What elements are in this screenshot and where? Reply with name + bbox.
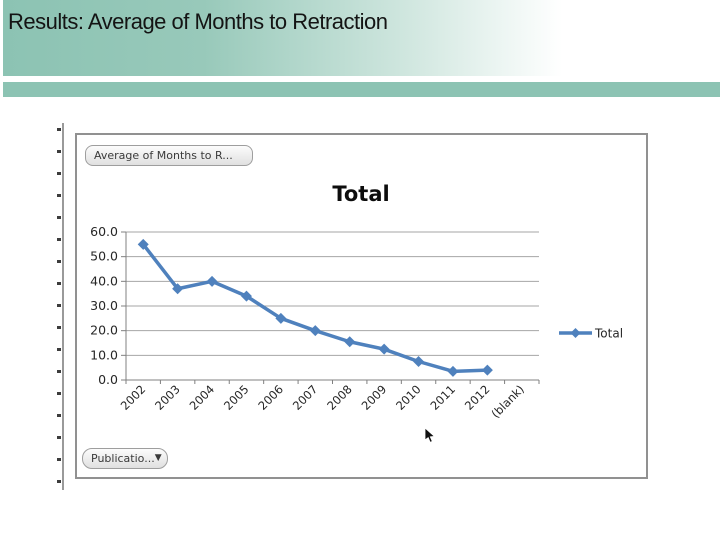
value-field-button-label: Average of Months to R... — [94, 149, 233, 162]
header-gradient-band — [3, 0, 720, 76]
svg-text:Total: Total — [594, 327, 623, 341]
pivot-chart-area: 0.0 10.0 20.0 30.0 40.0 50.0 60.0 2002 2003 2004 2… — [75, 133, 648, 479]
svg-text:(blank): (blank) — [488, 382, 527, 421]
chart-title: Total — [332, 182, 390, 206]
header-divider-bar — [3, 82, 720, 97]
value-field-button[interactable]: Average of Months to R... — [85, 145, 253, 166]
svg-text:60.0: 60.0 — [90, 224, 118, 239]
svg-text:50.0: 50.0 — [90, 249, 118, 264]
svg-text:40.0: 40.0 — [90, 273, 118, 288]
svg-text:2011: 2011 — [427, 382, 458, 413]
svg-text:20.0: 20.0 — [90, 323, 118, 338]
svg-text:30.0: 30.0 — [90, 298, 118, 313]
svg-text:2008: 2008 — [324, 382, 355, 413]
worksheet-edge-line — [62, 123, 64, 490]
svg-text:2005: 2005 — [221, 382, 252, 413]
svg-text:2002: 2002 — [118, 382, 149, 413]
svg-text:10.0: 10.0 — [90, 347, 118, 362]
svg-text:2006: 2006 — [255, 382, 286, 413]
mouse-cursor-icon — [424, 428, 436, 443]
svg-text:2010: 2010 — [393, 382, 424, 413]
slide-title: Results: Average of Months to Retraction — [8, 9, 388, 34]
dropdown-arrow-icon: ▼ — [154, 453, 162, 463]
svg-text:2004: 2004 — [187, 382, 218, 413]
worksheet-row-marks — [57, 128, 61, 488]
svg-text:2012: 2012 — [462, 382, 493, 413]
axis-field-button-label: Publicatio... — [91, 452, 155, 465]
svg-text:2007: 2007 — [290, 382, 321, 413]
axis-field-dropdown-button[interactable]: Publicatio... ▼ — [82, 448, 168, 469]
svg-text:2009: 2009 — [359, 382, 390, 413]
svg-text:0.0: 0.0 — [98, 372, 118, 387]
svg-text:2003: 2003 — [152, 382, 183, 413]
